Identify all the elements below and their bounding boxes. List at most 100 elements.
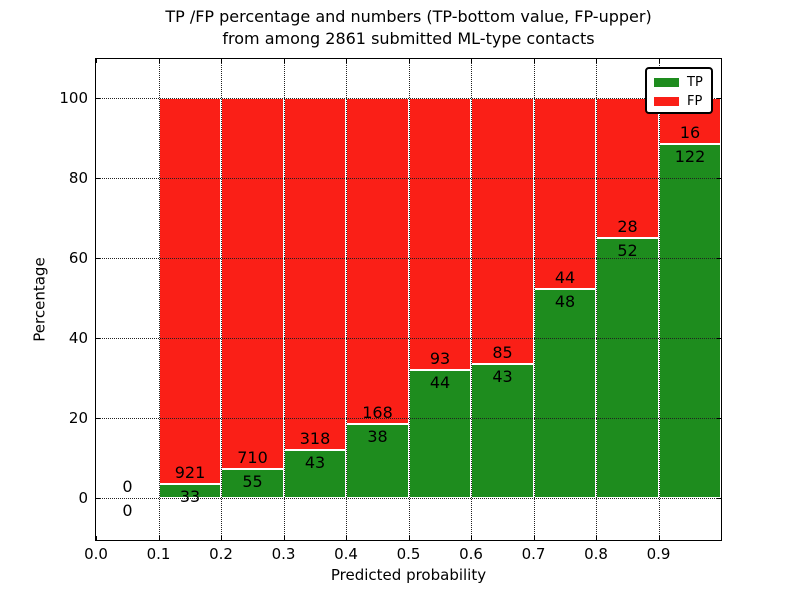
x-axis-label: Predicted probability [330, 566, 487, 584]
x-tick-mark [158, 59, 160, 63]
fp-count-label: 44 [554, 268, 576, 288]
bar-segment-tp [596, 238, 659, 498]
legend-label-fp: FP [687, 94, 703, 109]
x-tick-mark [408, 59, 410, 63]
fp-count-label: 93 [429, 348, 451, 368]
chart-title: TP /FP percentage and numbers (TP-bottom… [17, 6, 800, 50]
x-gridline [471, 59, 472, 540]
bar-segment-fp [283, 98, 346, 451]
x-gridline [533, 59, 535, 540]
bar-segment-tp [533, 289, 596, 498]
x-gridline [221, 59, 222, 540]
y-tick-label: 20 [68, 409, 88, 427]
x-tick-mark [221, 536, 222, 540]
tp-count-label: 52 [617, 241, 638, 260]
y-tick-mark [96, 98, 100, 99]
tp-count-label: 0 [122, 501, 133, 520]
legend: TP FP [645, 67, 713, 114]
y-tick-mark [717, 98, 721, 99]
y-tick-mark [96, 338, 100, 339]
x-tick-label: 0.7 [521, 545, 546, 563]
x-tick-label: 0.4 [334, 545, 358, 563]
x-tick-mark [471, 59, 472, 63]
fp-count-label: 168 [362, 403, 393, 423]
x-tick-mark [408, 536, 410, 540]
x-tick-label: 0.2 [209, 545, 233, 563]
fp-count-label: 921 [174, 463, 206, 483]
y-tick-mark [96, 258, 100, 259]
x-tick-mark [96, 536, 97, 540]
tp-count-label: 38 [367, 427, 388, 447]
legend-swatch-tp-icon [654, 78, 679, 87]
x-tick-label: 0.9 [646, 545, 671, 563]
bar-segment-fp [471, 98, 534, 364]
plot-area: 0.0 0.1 0.2 0.3 0.4 0.5 0.6 0.7 0.8 0.9 0 20 40 60 80 1… [59, 58, 722, 563]
y-tick-label: 0 [78, 489, 88, 507]
y-tick-mark [96, 498, 100, 499]
x-gridline [283, 59, 285, 540]
fp-count-label: 85 [492, 342, 513, 362]
bar-segment-fp [408, 98, 471, 370]
fp-count-label: 16 [679, 123, 701, 143]
tp-count-label: 48 [554, 292, 576, 312]
tp-count-label: 55 [242, 472, 263, 492]
x-gridline [408, 59, 410, 540]
y-tick-mark [96, 178, 100, 179]
y-tick-label: 40 [68, 329, 88, 347]
x-tick-mark [158, 536, 160, 540]
y-tick-mark [717, 338, 721, 339]
y-tick-label: 80 [68, 169, 88, 187]
x-tick-mark [658, 536, 660, 540]
x-tick-mark [221, 59, 222, 63]
x-tick-mark [533, 59, 535, 63]
x-tick-mark [596, 536, 597, 540]
y-tick-mark [717, 498, 721, 499]
x-tick-label: 0.8 [584, 545, 608, 563]
legend-item-tp: TP [654, 73, 711, 92]
fp-count-label: 0 [122, 477, 133, 496]
legend-label-tp: TP [687, 75, 703, 90]
x-tick-label: 0.1 [146, 545, 171, 563]
x-tick-mark [346, 59, 347, 63]
x-tick-mark [533, 536, 535, 540]
tp-count-label: 43 [492, 366, 513, 386]
x-gridline [346, 59, 347, 540]
bar-segment-fp [346, 98, 409, 425]
x-tick-label: 0.0 [84, 545, 108, 563]
x-gridline [596, 59, 597, 540]
bar-segment-fp [221, 98, 284, 470]
chart-title-line2: from among 2861 submitted ML-type contac… [222, 29, 595, 48]
x-tick-mark [471, 536, 472, 540]
chart-title-line1: TP /FP percentage and numbers (TP-bottom… [165, 7, 652, 26]
tp-count-label: 33 [179, 487, 201, 507]
x-tick-mark [346, 536, 347, 540]
y-tick-mark [96, 418, 100, 419]
legend-item-fp: FP [654, 92, 711, 111]
fp-count-label: 318 [299, 429, 331, 449]
y-axis-label: Percentage [30, 257, 49, 342]
x-tick-mark [96, 59, 97, 63]
x-tick-mark [283, 536, 285, 540]
y-tick-label: 60 [68, 249, 88, 267]
bar-segment-fp [158, 98, 221, 485]
y-tick-mark [717, 258, 721, 259]
x-gridline [658, 59, 660, 540]
bar-segment-tp [283, 450, 346, 498]
x-gridline [158, 59, 160, 540]
tp-count-label: 43 [304, 453, 326, 473]
bar-segment-tp [658, 144, 721, 498]
tp-count-label: 44 [429, 372, 451, 392]
x-tick-label: 0.3 [271, 545, 296, 563]
y-tick-mark [717, 178, 721, 179]
y-tick-label: 100 [59, 89, 88, 107]
bar-segment-tp [346, 424, 409, 498]
legend-swatch-fp-icon [654, 97, 679, 106]
x-tick-label: 0.5 [396, 545, 421, 563]
bar-segment-tp [221, 469, 284, 498]
x-tick-label: 0.6 [459, 545, 483, 563]
x-tick-mark [283, 59, 285, 63]
x-tick-mark [596, 59, 597, 63]
tp-count-label: 122 [674, 147, 706, 167]
y-tick-mark [717, 418, 721, 419]
